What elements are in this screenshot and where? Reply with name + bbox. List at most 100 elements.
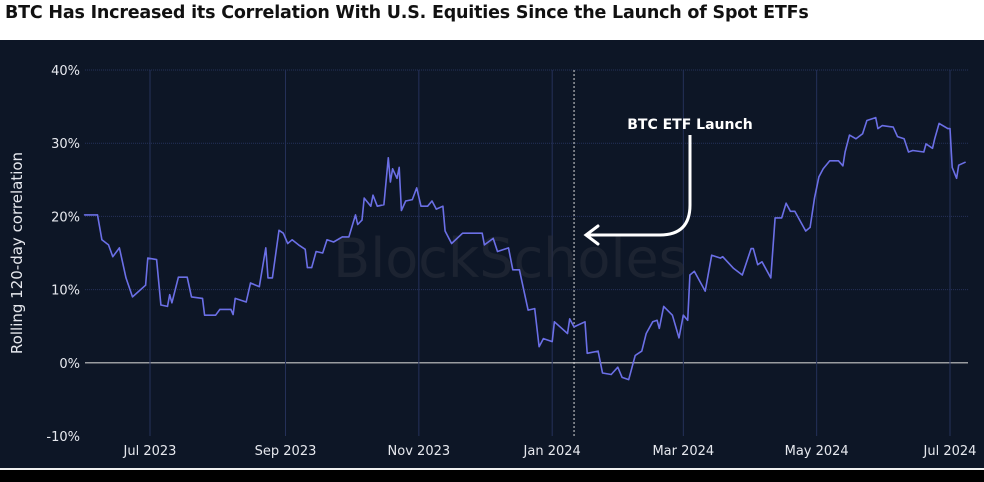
data-point bbox=[704, 290, 706, 292]
data-point bbox=[877, 128, 879, 130]
data-point bbox=[372, 194, 374, 196]
y-tick-label: 0% bbox=[59, 357, 80, 372]
data-point bbox=[416, 187, 418, 189]
data-point bbox=[964, 161, 966, 163]
data-point bbox=[507, 247, 510, 249]
data-point bbox=[131, 296, 134, 298]
data-point bbox=[875, 117, 877, 119]
data-point bbox=[597, 350, 599, 352]
y-tick-label: 10% bbox=[51, 284, 80, 299]
data-point bbox=[711, 254, 713, 256]
data-point bbox=[958, 164, 960, 166]
data-point bbox=[107, 244, 110, 246]
data-point bbox=[671, 314, 674, 316]
data-point bbox=[912, 149, 914, 152]
data-point bbox=[752, 248, 754, 250]
data-point bbox=[370, 205, 372, 207]
data-point bbox=[304, 248, 306, 250]
data-point bbox=[689, 274, 691, 276]
etf-launch-annotation: BTC ETF Launch bbox=[627, 117, 753, 133]
data-point bbox=[387, 157, 389, 159]
data-point bbox=[492, 237, 494, 239]
data-point bbox=[357, 223, 359, 226]
data-point bbox=[420, 205, 422, 207]
data-point bbox=[656, 319, 658, 321]
x-axis-ticks: Jul 2023 Sep 2023 Nov 2023 Jan 2024 Mar 2024… bbox=[123, 444, 977, 459]
data-point bbox=[518, 269, 521, 271]
data-point bbox=[956, 177, 958, 179]
data-point bbox=[204, 314, 206, 316]
data-point bbox=[169, 294, 171, 296]
data-point bbox=[383, 204, 385, 206]
data-point bbox=[687, 319, 689, 321]
data-point bbox=[741, 274, 743, 276]
data-point bbox=[400, 209, 402, 212]
data-point bbox=[411, 199, 413, 201]
data-point bbox=[481, 232, 483, 234]
data-point bbox=[722, 256, 724, 258]
data-point bbox=[789, 210, 792, 212]
data-point bbox=[848, 134, 851, 136]
line-chart: BlockScholes 40%30%20%10%0%-10% Jul 2023… bbox=[0, 40, 984, 482]
data-point bbox=[931, 147, 934, 149]
data-point bbox=[171, 302, 173, 304]
data-point bbox=[230, 308, 232, 310]
data-point bbox=[267, 277, 269, 279]
data-point bbox=[774, 217, 776, 219]
data-point bbox=[219, 308, 221, 310]
y-tick-label: 20% bbox=[51, 210, 80, 225]
data-point bbox=[896, 136, 899, 138]
data-point bbox=[249, 282, 252, 284]
data-point bbox=[160, 304, 162, 306]
data-point bbox=[512, 269, 514, 271]
data-point bbox=[125, 277, 127, 279]
data-point bbox=[311, 267, 313, 269]
data-point bbox=[573, 326, 575, 328]
data-point bbox=[693, 270, 695, 272]
data-point bbox=[866, 119, 868, 122]
data-point bbox=[566, 332, 569, 335]
data-point bbox=[542, 338, 545, 340]
data-point bbox=[271, 277, 273, 279]
chart-title: BTC Has Increased its Correlation With U… bbox=[5, 3, 809, 23]
data-point bbox=[427, 205, 429, 207]
data-point bbox=[844, 151, 846, 153]
data-point bbox=[733, 267, 735, 269]
data-point bbox=[265, 247, 267, 249]
data-point bbox=[641, 350, 643, 352]
data-point bbox=[376, 205, 378, 207]
data-point bbox=[118, 247, 120, 249]
data-point bbox=[326, 239, 328, 241]
x-tick-label: Sep 2023 bbox=[255, 444, 317, 459]
data-point bbox=[617, 366, 619, 368]
data-point bbox=[951, 166, 953, 168]
data-point bbox=[862, 133, 864, 135]
x-tick-label: Nov 2023 bbox=[388, 444, 451, 459]
x-tick-label: Jan 2024 bbox=[523, 444, 581, 459]
data-point bbox=[258, 286, 260, 288]
data-point bbox=[396, 177, 398, 179]
data-point bbox=[398, 166, 400, 168]
data-point bbox=[770, 277, 772, 279]
data-point bbox=[534, 308, 536, 310]
data-point bbox=[903, 138, 905, 140]
y-axis-ticks: 40% 30% 20% 10% 0% -10% bbox=[46, 64, 80, 445]
data-point bbox=[652, 321, 654, 323]
data-point bbox=[462, 232, 464, 234]
data-point bbox=[892, 126, 894, 128]
data-point bbox=[156, 259, 158, 261]
data-point bbox=[584, 321, 586, 323]
data-point bbox=[925, 143, 927, 145]
data-point bbox=[829, 160, 831, 162]
data-point bbox=[757, 264, 759, 266]
y-tick-label: -10% bbox=[46, 430, 80, 445]
data-point bbox=[538, 346, 540, 348]
y-tick-label: 40% bbox=[51, 64, 80, 79]
data-point bbox=[431, 200, 433, 202]
data-point bbox=[232, 313, 234, 316]
x-tick-label: Jul 2023 bbox=[123, 444, 177, 459]
data-point bbox=[363, 197, 365, 199]
x-tick-label: Mar 2024 bbox=[652, 444, 714, 459]
data-point bbox=[621, 376, 623, 378]
data-point bbox=[282, 232, 284, 234]
